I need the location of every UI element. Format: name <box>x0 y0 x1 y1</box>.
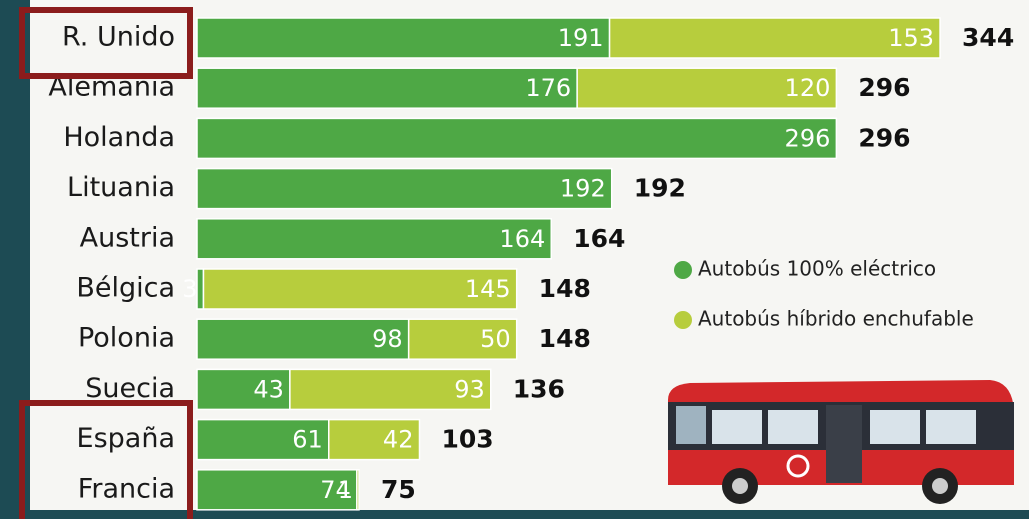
total-label: 148 <box>539 274 591 303</box>
bar-segment <box>196 469 358 511</box>
total-label: 75 <box>381 475 416 504</box>
bar-segment <box>196 117 838 160</box>
bar-segment <box>608 17 941 59</box>
legend-label: Autobús híbrido enchufable <box>698 307 974 331</box>
bar-segment <box>356 469 360 511</box>
total-label: 296 <box>858 73 910 102</box>
legend-swatch <box>674 311 692 329</box>
bar-segment <box>196 418 330 461</box>
category-label: R. Unido <box>62 22 175 53</box>
segment-label: 74 <box>320 476 351 504</box>
highlight-box <box>19 7 193 79</box>
highlight-box <box>19 400 193 519</box>
segment-label: 98 <box>372 325 403 353</box>
total-label: 148 <box>539 324 591 353</box>
bar-segment <box>196 167 613 210</box>
bar-segment <box>196 268 205 310</box>
segment-label: 50 <box>480 325 511 353</box>
segment-label: 164 <box>499 225 545 253</box>
category-label: Lituania <box>67 172 175 203</box>
segment-label: 61 <box>292 426 323 454</box>
segment-label: 296 <box>785 124 831 152</box>
segment-label: 153 <box>888 24 934 52</box>
category-label: Francia <box>78 473 175 504</box>
bar-segment <box>196 67 578 109</box>
category-label: Holanda <box>63 122 175 153</box>
bar-segment <box>407 318 518 360</box>
category-label: Suecia <box>85 373 175 404</box>
category-label: Austria <box>80 222 175 253</box>
bar-segment <box>202 268 518 310</box>
segment-label: 145 <box>465 275 511 303</box>
legend-label: Autobús 100% eléctrico <box>698 257 936 281</box>
bar-segment <box>196 368 291 411</box>
total-label: 136 <box>513 374 565 403</box>
bar-segment <box>576 67 838 109</box>
total-label: 103 <box>441 425 493 454</box>
total-label: 296 <box>858 123 910 152</box>
total-label: 164 <box>573 224 625 253</box>
bar-segment <box>196 218 552 260</box>
bar-segment <box>289 368 492 411</box>
segment-label: 43 <box>253 375 284 403</box>
category-label: Bélgica <box>76 273 175 304</box>
segment-label: 1 <box>338 476 353 504</box>
segment-label: 120 <box>785 74 831 102</box>
segment-label: 42 <box>383 426 414 454</box>
segment-label: 93 <box>454 375 485 403</box>
total-label: 192 <box>634 174 686 203</box>
total-label: 344 <box>962 23 1014 52</box>
bar-segment <box>328 418 421 461</box>
bus-illustration <box>668 380 1014 504</box>
segment-label: 192 <box>560 175 606 203</box>
category-label: Polonia <box>78 323 175 354</box>
segment-label: 176 <box>525 74 571 102</box>
segment-label: 3 <box>182 275 197 303</box>
legend-swatch <box>674 261 692 279</box>
bar-segment <box>196 318 410 360</box>
segment-label: 191 <box>558 24 604 52</box>
category-label: España <box>77 423 175 454</box>
bar-segment <box>196 17 611 59</box>
